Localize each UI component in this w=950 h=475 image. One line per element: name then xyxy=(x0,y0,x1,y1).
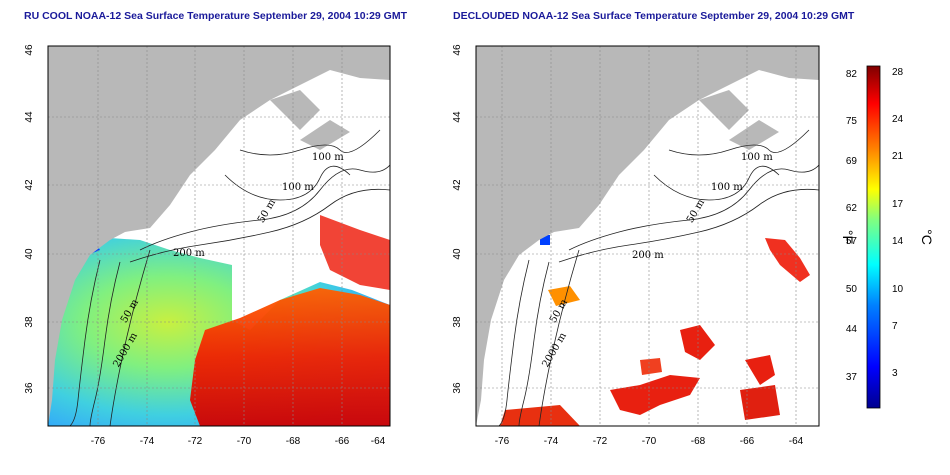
left-x-tick: -70 xyxy=(237,436,252,447)
left-x-tick: -76 xyxy=(91,436,106,447)
right-map-panel: 100 m 100 m 50 m 200 m 50 m 2000 m -76 -… xyxy=(452,44,820,447)
celsius-tick: 24 xyxy=(892,114,904,125)
fahrenheit-tick: 62 xyxy=(846,203,858,214)
left-y-tick: 46 xyxy=(24,44,35,56)
left-gridlines xyxy=(48,46,390,426)
temperature-colorbar: 82 75 69 62 57 50 44 37 28 24 21 17 14 1… xyxy=(840,65,935,409)
celsius-tick: 21 xyxy=(892,151,904,162)
right-y-tick: 42 xyxy=(452,179,463,191)
right-land xyxy=(476,46,819,426)
left-contour-label-100m-a: 100 m xyxy=(312,152,344,163)
left-x-tick: -68 xyxy=(286,436,301,447)
right-contour-label-100m-a: 100 m xyxy=(741,152,773,163)
left-y-tick: 42 xyxy=(24,179,35,191)
celsius-tick: 10 xyxy=(892,284,904,295)
left-y-tick: 44 xyxy=(24,111,35,123)
celsius-unit-label: °C xyxy=(919,229,935,245)
celsius-tick: 28 xyxy=(892,67,904,78)
right-x-tick: -68 xyxy=(691,436,706,447)
right-x-tick: -74 xyxy=(544,436,559,447)
left-x-tick: -66 xyxy=(335,436,350,447)
right-y-tick: 38 xyxy=(452,316,463,328)
left-contour-label-200m: 200 m xyxy=(173,248,205,259)
right-map-field xyxy=(476,46,819,426)
fahrenheit-tick: 44 xyxy=(846,324,858,335)
left-map-field xyxy=(48,46,390,426)
right-x-tick: -76 xyxy=(495,436,510,447)
left-x-tick: -74 xyxy=(140,436,155,447)
celsius-tick: 17 xyxy=(892,199,904,210)
right-y-tick: 46 xyxy=(452,44,463,56)
fahrenheit-tick: 75 xyxy=(846,116,858,127)
fahrenheit-tick: 37 xyxy=(846,372,858,383)
right-y-tick: 36 xyxy=(452,382,463,394)
right-y-tick: 44 xyxy=(452,111,463,123)
celsius-tick: 14 xyxy=(892,236,904,247)
left-map-frame xyxy=(47,45,391,427)
fahrenheit-ticks: 82 75 69 62 57 50 44 37 xyxy=(846,69,858,383)
left-map-title: RU COOL NOAA-12 Sea Surface Temperature … xyxy=(24,10,408,22)
celsius-tick: 3 xyxy=(892,368,898,379)
left-y-tick: 38 xyxy=(24,316,35,328)
left-land xyxy=(48,46,390,426)
fahrenheit-tick: 57 xyxy=(846,236,858,247)
right-map-title: DECLOUDED NOAA-12 Sea Surface Temperatur… xyxy=(453,10,855,22)
left-map-panel: 100 m 100 m 50 m 200 m 50 m 2000 m -76 -… xyxy=(24,44,391,447)
right-map-frame xyxy=(475,45,820,427)
right-x-tick: -70 xyxy=(642,436,657,447)
right-contour-label-200m: 200 m xyxy=(632,250,664,261)
left-y-tick: 40 xyxy=(24,248,35,260)
colorbar-gradient xyxy=(866,65,881,409)
left-x-tick: -64 xyxy=(371,436,386,447)
left-x-tick: -72 xyxy=(188,436,203,447)
right-x-tick: -66 xyxy=(740,436,755,447)
right-x-tick: -64 xyxy=(789,436,804,447)
celsius-tick: 7 xyxy=(892,321,898,332)
left-gulf-stream-warm xyxy=(190,288,390,426)
right-x-tick: -72 xyxy=(593,436,608,447)
fahrenheit-unit-label: °F xyxy=(840,230,856,244)
right-gridlines xyxy=(476,46,819,426)
right-y-tick: 40 xyxy=(452,248,463,260)
fahrenheit-tick: 69 xyxy=(846,156,858,167)
left-y-tick: 36 xyxy=(24,382,35,394)
left-contour-label-100m-b: 100 m xyxy=(282,182,314,193)
right-contour-label-100m-b: 100 m xyxy=(711,182,743,193)
fahrenheit-tick: 50 xyxy=(846,284,858,295)
fahrenheit-tick: 82 xyxy=(846,69,858,80)
celsius-ticks: 28 24 21 17 14 10 7 3 xyxy=(892,67,904,379)
